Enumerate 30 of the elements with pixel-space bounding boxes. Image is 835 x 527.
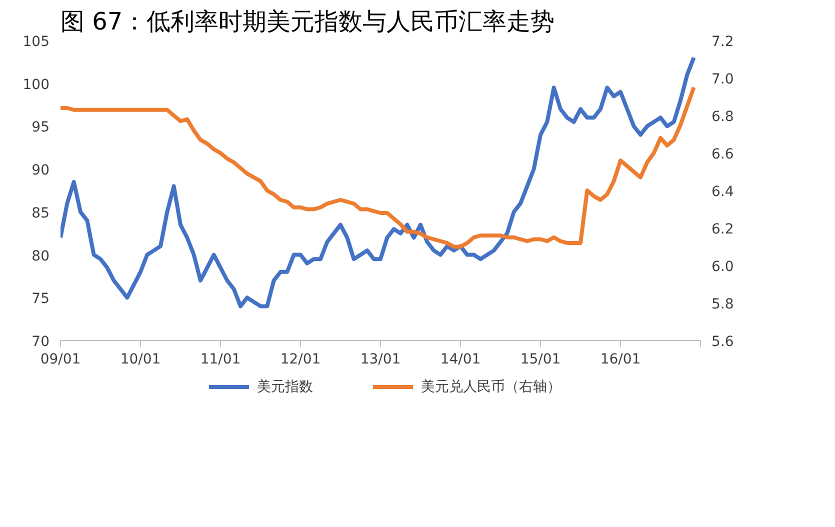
- line-series: [60, 85, 696, 249]
- y2-tick-label: 6.6: [712, 146, 734, 162]
- y2-tick-label: 5.6: [712, 334, 734, 350]
- y2-tick-label: 5.8: [712, 296, 734, 312]
- x-tick-label: 16/01: [600, 352, 641, 368]
- y-tick-label: 95: [32, 120, 50, 136]
- x-tick-label: 09/01: [40, 352, 81, 368]
- y2-tick-label: 6.2: [712, 222, 734, 238]
- legend-label: 美元兑人民币（右轴）: [421, 378, 561, 397]
- x-tick-label: 15/01: [520, 352, 561, 368]
- y-tick-label: 105: [22, 34, 50, 50]
- y2-tick-label: 7.0: [712, 72, 734, 88]
- y-tick-label: 100: [22, 76, 50, 93]
- x-tick-label: 12/01: [280, 352, 321, 368]
- x-tick-label: 14/01: [440, 352, 481, 368]
- y-tick-label: 90: [32, 162, 50, 179]
- x-tick-label: 10/01: [120, 352, 161, 368]
- y2-tick-label: 6.0: [712, 259, 734, 275]
- y2-tick-label: 6.8: [712, 109, 734, 125]
- legend-label: 美元指数: [257, 378, 313, 397]
- y-tick-label: 80: [32, 248, 50, 264]
- chart-title: 图 67：低利率时期美元指数与人民币汇率走势: [60, 8, 555, 36]
- y-tick-label: 85: [32, 205, 50, 222]
- y2-tick-label: 7.2: [712, 34, 734, 50]
- line-series: [60, 56, 696, 308]
- y-tick-label: 70: [32, 334, 50, 350]
- y-tick-label: 75: [32, 291, 50, 308]
- y2-tick-label: 6.4: [712, 184, 734, 200]
- x-tick-label: 11/01: [200, 352, 241, 368]
- x-tick-label: 13/01: [360, 352, 401, 368]
